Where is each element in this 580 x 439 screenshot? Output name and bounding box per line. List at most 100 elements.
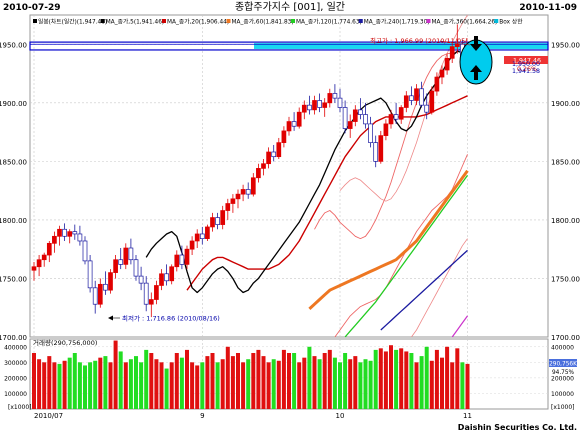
legend-entry: MA_종가,240(1,719.30)	[364, 18, 430, 26]
volume-bar	[343, 353, 348, 409]
volume-bar	[113, 340, 118, 409]
y-tick-label-left: 1700.00	[0, 334, 27, 342]
volume-bar	[307, 346, 312, 409]
candle-body	[108, 272, 113, 291]
volume-bar	[149, 353, 154, 409]
last-price-box	[504, 56, 548, 64]
volume-bar	[128, 359, 133, 409]
unit-label-left: [x1000]	[8, 404, 32, 411]
volume-bar	[118, 351, 123, 409]
volume-bar	[363, 359, 368, 409]
candle-body	[36, 259, 42, 268]
chart-title: 종합주가지수 [001], 일간	[235, 1, 345, 13]
volume-bar	[460, 362, 465, 409]
candle-body	[449, 46, 455, 59]
volume-bar	[424, 346, 429, 409]
candle-body	[281, 130, 287, 143]
volume-bar	[37, 359, 42, 409]
volume-bar	[404, 351, 409, 409]
high-price-label: 최고가 : 1,966.99 (2010/11/05)	[370, 36, 468, 45]
footer-brand: Daishin Securities Co. Ltd.	[458, 423, 577, 432]
axis-labels: 1700.00 1700.00 1750.00 1750.00 1800.00 1800.…	[0, 41, 580, 420]
volume-bar	[322, 353, 327, 409]
candle-body	[368, 123, 373, 143]
candle-body	[128, 247, 134, 261]
y-tick-label-right: 1750.00	[551, 275, 580, 283]
candle-body	[332, 93, 338, 99]
candle-body	[312, 100, 317, 111]
legend-swatch	[358, 19, 363, 23]
candle-body	[414, 88, 419, 101]
box-mid-price-text: 1,950.00	[512, 61, 540, 68]
volume-bar	[378, 348, 383, 409]
volume-bar	[394, 349, 399, 409]
volume-bar	[434, 349, 439, 409]
volume-bar	[67, 357, 72, 409]
volume-bar	[440, 357, 444, 409]
volume-bar	[261, 356, 266, 409]
volume-tick-label-right: 100000	[551, 391, 574, 398]
candle-body	[225, 203, 231, 211]
volume-bar	[256, 349, 261, 409]
candle-body	[327, 93, 333, 104]
volume-bar	[409, 353, 414, 409]
volume-bar	[42, 362, 47, 409]
volume-bar	[230, 356, 235, 409]
candle-body	[41, 254, 47, 261]
volume-bar	[62, 360, 67, 409]
x-tick-label: 11	[463, 412, 472, 420]
volume-bar	[327, 349, 332, 409]
volume-bar	[164, 368, 169, 409]
volume-bar	[215, 362, 220, 409]
volume-bar	[450, 362, 455, 409]
candle-body	[393, 114, 399, 120]
bollinger-upper-line	[314, 38, 468, 240]
volume-bar	[236, 353, 240, 409]
volume-bar	[353, 356, 358, 409]
volume-bar	[241, 362, 246, 409]
candle-body	[210, 217, 215, 228]
y-tick-label-left: 1900.00	[0, 100, 27, 108]
legend-swatch	[426, 19, 431, 23]
candle-body	[52, 235, 57, 244]
candle-body	[261, 163, 266, 169]
volume-bar	[57, 363, 62, 409]
y-tick-label-right: 1800.00	[551, 217, 580, 225]
candle-body	[342, 107, 348, 129]
legend-entry: 일봉(차트(일간)(1,947.46)	[38, 18, 107, 26]
candle-body	[419, 88, 424, 106]
volume-title: 거래량(290,756,000)	[33, 338, 97, 347]
last-price-text: 1,947.46	[513, 58, 541, 65]
volume-bar	[373, 349, 378, 409]
legend-entry: MA_종가,120(1,774.63)	[296, 18, 362, 26]
x-tick-label: 9	[200, 412, 204, 420]
volume-bar	[185, 349, 189, 409]
unit-label-right: [x1000]	[551, 404, 575, 411]
volume-bar	[302, 357, 307, 409]
candle-body	[286, 121, 292, 132]
candle-body	[46, 242, 52, 256]
volume-bar	[368, 360, 373, 409]
legend-swatch	[494, 19, 499, 23]
candle-body	[444, 57, 450, 71]
y-tick-label-left: 1950.00	[0, 41, 27, 49]
candle-body	[358, 109, 363, 115]
volume-bar	[465, 363, 470, 409]
candle-body	[77, 233, 83, 242]
volume-bar	[52, 362, 57, 409]
candle-body	[103, 283, 108, 291]
volume-bar	[179, 357, 184, 409]
volume-bar	[455, 348, 460, 409]
volume-bar	[429, 360, 434, 409]
volume-bar	[266, 362, 271, 409]
candle-body	[174, 254, 180, 268]
candle-body	[72, 231, 78, 235]
ma60-line	[308, 169, 469, 311]
box-range-outline	[29, 41, 549, 51]
candle-body	[57, 228, 62, 237]
low-arrow-icon	[108, 315, 113, 321]
legend: 일봉(차트(일간)(1,947.46)MA_종가,5(1,941.46) MA_종…	[33, 18, 523, 26]
box-range-band	[254, 43, 548, 49]
candle-body	[67, 231, 73, 237]
candle-body	[169, 266, 175, 282]
